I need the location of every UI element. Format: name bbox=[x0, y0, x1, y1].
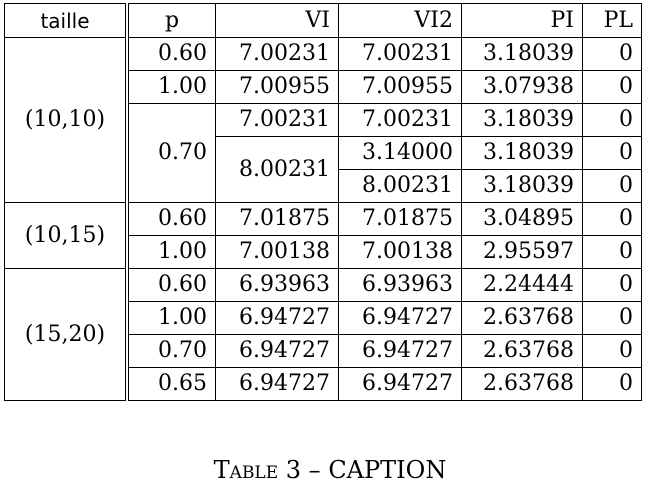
cell-p: 1.00 bbox=[125, 70, 216, 104]
table-row: (10,10) 0.60 7.00231 7.00231 3.18039 0 bbox=[4, 37, 642, 203]
cell-pl: 0 bbox=[582, 301, 642, 335]
table-row: 1.00 7.00138 7.00138 2.95597 0 bbox=[5, 235, 642, 269]
cell-pi: 3.07938 bbox=[461, 70, 583, 104]
cell-pl: 0 bbox=[582, 268, 642, 302]
cell-pl: 0 bbox=[582, 37, 642, 71]
cell-pi: 3.18039 bbox=[461, 103, 583, 137]
cell-pi: 3.18039 bbox=[461, 37, 583, 71]
cell-pl: 0 bbox=[582, 136, 642, 170]
cell-pi: 2.63768 bbox=[461, 367, 583, 401]
cell-pl: 0 bbox=[582, 103, 642, 137]
cell-pi: 2.63768 bbox=[461, 301, 583, 335]
cell-pl: 0 bbox=[582, 202, 642, 236]
header-pl: PL bbox=[582, 3, 642, 38]
header-p: p bbox=[125, 3, 216, 38]
cell-vi: 7.00955 bbox=[215, 70, 339, 104]
table-row: 0.70 7.00231 7.00231 3.18039 0 bbox=[5, 103, 642, 203]
cell-p: 0.70 bbox=[125, 334, 216, 368]
caption-label: Table 3 bbox=[213, 456, 302, 484]
cell-pi: 3.18039 bbox=[461, 169, 583, 203]
cell-vi: 7.01875 bbox=[215, 202, 339, 236]
cell-vi2: 6.93963 bbox=[338, 268, 462, 302]
table-row: (15,20) 0.60 6.93963 6.93963 2.24444 0 bbox=[4, 268, 642, 401]
cell-vi2: 7.00231 bbox=[338, 37, 462, 71]
caption-separator: – bbox=[308, 456, 321, 484]
cell-vi2: 6.94727 bbox=[338, 334, 462, 368]
table-row: 8.00231 3.14000 3.18039 0 bbox=[5, 136, 642, 203]
cell-p: 0.65 bbox=[125, 367, 216, 401]
group-label-15-20: (15,20) bbox=[4, 268, 127, 401]
results-table: taille p VI VI2 PI PL (10,10) 0.60 7.002… bbox=[4, 3, 642, 401]
cell-pl: 0 bbox=[582, 169, 642, 203]
cell-vi2: 7.00231 bbox=[338, 103, 462, 137]
cell-vi2: 7.01875 bbox=[338, 202, 462, 236]
cell-p: 1.00 bbox=[125, 235, 216, 269]
cell-pi: 2.24444 bbox=[461, 268, 583, 302]
cell-p: 0.60 bbox=[125, 37, 216, 71]
cell-vi2: 8.00231 bbox=[338, 169, 462, 203]
cell-pl: 0 bbox=[582, 70, 642, 104]
cell-p: 0.60 bbox=[125, 202, 216, 236]
cell-vi-merged: 8.00231 bbox=[215, 136, 339, 203]
cell-vi: 6.94727 bbox=[215, 301, 339, 335]
header-taille: taille bbox=[4, 3, 127, 38]
table-row: (10,15) 0.60 7.01875 7.01875 3.04895 0 bbox=[4, 202, 642, 269]
cell-vi: 7.00231 bbox=[215, 103, 339, 137]
group-label-10-15: (10,15) bbox=[4, 202, 127, 269]
results-table-container: taille p VI VI2 PI PL (10,10) 0.60 7.002… bbox=[4, 3, 642, 401]
cell-vi: 7.00138 bbox=[215, 235, 339, 269]
cell-vi2: 3.14000 bbox=[338, 136, 462, 170]
cell-pi: 3.04895 bbox=[461, 202, 583, 236]
cell-pl: 0 bbox=[582, 334, 642, 368]
caption-text: CAPTION bbox=[328, 456, 447, 484]
cell-vi: 7.00231 bbox=[215, 37, 339, 71]
cell-p: 0.60 bbox=[125, 268, 216, 302]
cell-pi: 3.18039 bbox=[461, 136, 583, 170]
header-pi: PI bbox=[461, 3, 583, 38]
cell-vi2: 7.00138 bbox=[338, 235, 462, 269]
table-caption: Table 3 – CAPTION bbox=[0, 456, 660, 484]
table-row: 1.00 7.00955 7.00955 3.07938 0 bbox=[5, 70, 642, 104]
cell-vi: 6.93963 bbox=[215, 268, 339, 302]
cell-pl: 0 bbox=[582, 367, 642, 401]
cell-p: 1.00 bbox=[125, 301, 216, 335]
header-vi2: VI2 bbox=[338, 3, 462, 38]
header-vi: VI bbox=[215, 3, 339, 38]
cell-pl: 0 bbox=[582, 235, 642, 269]
cell-vi: 6.94727 bbox=[215, 367, 339, 401]
cell-p-merged: 0.70 bbox=[125, 103, 216, 203]
cell-pi: 2.63768 bbox=[461, 334, 583, 368]
table-row: 0.70 6.94727 6.94727 2.63768 0 bbox=[5, 334, 642, 368]
group-label-10-10: (10,10) bbox=[4, 37, 127, 203]
cell-vi: 6.94727 bbox=[215, 334, 339, 368]
table-row: 8.00231 3.18039 0 bbox=[5, 169, 642, 203]
table-header-row: taille p VI VI2 PI PL bbox=[4, 3, 642, 38]
cell-pi: 2.95597 bbox=[461, 235, 583, 269]
cell-vi2: 7.00955 bbox=[338, 70, 462, 104]
cell-vi2: 6.94727 bbox=[338, 301, 462, 335]
table-row: 0.65 6.94727 6.94727 2.63768 0 bbox=[5, 367, 642, 401]
cell-vi2: 6.94727 bbox=[338, 367, 462, 401]
